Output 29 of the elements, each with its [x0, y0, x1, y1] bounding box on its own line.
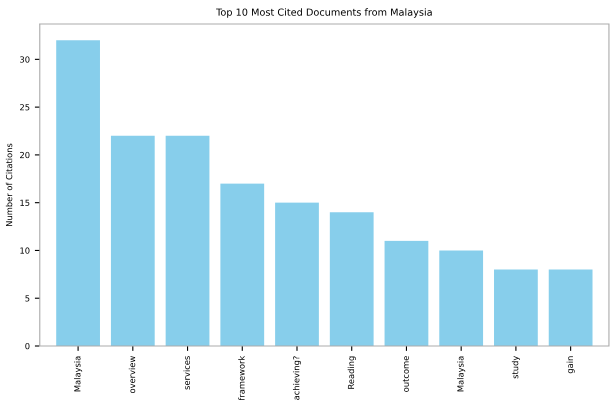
bar: [439, 250, 484, 346]
x-tick-label: study: [512, 356, 520, 378]
bar: [275, 202, 319, 346]
x-tick-label: Malaysia: [74, 356, 82, 392]
y-tick-label: 25: [20, 104, 30, 110]
x-tick-label: overview: [128, 356, 136, 394]
x-tick-label: framework: [238, 356, 245, 400]
y-tick-label: 10: [20, 247, 30, 254]
x-tick-label: services: [184, 356, 190, 390]
bar: [330, 212, 374, 346]
y-axis-title: Number of Citations: [6, 144, 12, 226]
bar: [166, 136, 210, 346]
x-tick-label: outcome: [402, 356, 409, 392]
x-tick-label: Reading: [348, 356, 356, 389]
x-tick-label: Malaysia: [457, 356, 466, 392]
bar: [548, 270, 593, 346]
y-tick-label: 15: [20, 200, 30, 206]
bar: [220, 184, 264, 346]
x-tick-label: gain: [566, 356, 575, 374]
bar: [56, 40, 100, 346]
chart-title: Top 10 Most Cited Documents from Malaysia: [216, 8, 432, 18]
y-tick-label: 20: [20, 152, 30, 158]
y-tick-label: 5: [25, 295, 30, 302]
x-tick-label: achieving?: [292, 356, 302, 400]
y-tick-label: 0: [25, 342, 30, 350]
bar: [494, 270, 538, 346]
bar: [110, 136, 155, 346]
bar: [384, 240, 428, 346]
y-tick-label: 30: [20, 56, 30, 63]
